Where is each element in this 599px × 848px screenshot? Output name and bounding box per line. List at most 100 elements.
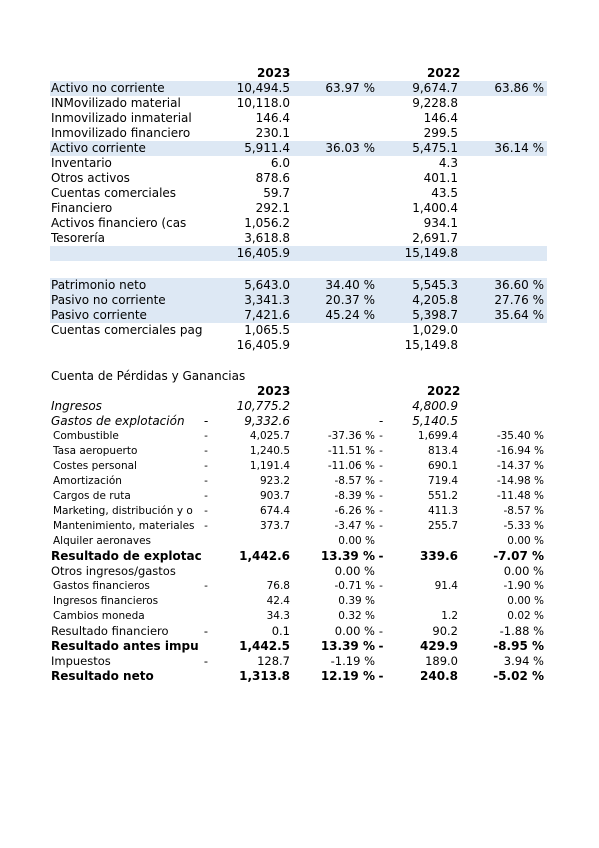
row-label: Cuentas comerciales pag bbox=[51, 323, 203, 337]
percent-2023: -8.57 % bbox=[334, 475, 375, 487]
value-2023: 6.0 bbox=[270, 156, 290, 170]
row-label: Combustible bbox=[53, 430, 119, 442]
percent-2022: -16.94 % bbox=[496, 445, 544, 457]
sign-2022: - bbox=[379, 430, 383, 442]
value-2023: 10,118.0 bbox=[236, 96, 290, 110]
value-2022: 429.9 bbox=[420, 639, 458, 653]
pnl-year-2023: 2023 bbox=[257, 384, 291, 398]
row-label: Activos financiero (cas bbox=[51, 216, 187, 230]
value-2023: 59.7 bbox=[263, 186, 290, 200]
value-2022: 4,800.9 bbox=[412, 399, 458, 413]
value-2022: 5,545.3 bbox=[412, 278, 458, 292]
row-label: Cuentas comerciales bbox=[51, 186, 177, 200]
value-2023: 373.7 bbox=[259, 520, 290, 532]
sign-2023: - bbox=[203, 624, 209, 638]
percent-2022: -5.33 % bbox=[503, 520, 544, 532]
table-row: Impuestos 128.7 -1.19 % 189.0 3.94 % - bbox=[50, 654, 547, 669]
sign-2022: - bbox=[379, 505, 383, 517]
row-label: Activo no corriente bbox=[51, 81, 165, 95]
value-2023: 1,442.6 bbox=[239, 549, 290, 563]
value-2022: 2,691.7 bbox=[412, 231, 458, 245]
percent-2023: 0.00 % bbox=[334, 624, 375, 638]
percent-2023: -6.26 % bbox=[334, 505, 375, 517]
value-2023: 1,313.8 bbox=[239, 669, 290, 683]
percent-2022: 0.00 % bbox=[507, 595, 544, 607]
sign-2022: - bbox=[378, 624, 384, 638]
value-2023: 878.6 bbox=[255, 171, 290, 185]
percent-2023: 34.40 % bbox=[325, 278, 375, 292]
table-row: Ingresos financieros 42.4 0.39 % 0.00 % bbox=[50, 594, 547, 609]
row-label: Inmovilizado financiero bbox=[51, 126, 191, 140]
table-row: Inmovilizado inmaterial 146.4 146.4 bbox=[50, 111, 547, 126]
value-2022: 9,674.7 bbox=[412, 81, 458, 95]
percent-2023: -8.39 % bbox=[334, 490, 375, 502]
value-2022: 339.6 bbox=[420, 549, 458, 563]
value-2023: 10,775.2 bbox=[236, 399, 290, 413]
row-label: Tasa aeropuerto bbox=[53, 445, 138, 457]
table-row: Alquiler aeronaves 0.00 % 0.00 % bbox=[50, 534, 547, 549]
value-2023: 230.1 bbox=[255, 126, 290, 140]
sign-2022: - bbox=[378, 639, 384, 653]
percent-2023: 13.39 % bbox=[320, 549, 375, 563]
percent-2022: -7.07 % bbox=[493, 549, 544, 563]
table-row: Cuentas comerciales 59.7 43.5 bbox=[50, 186, 547, 201]
value-2022: 4,205.8 bbox=[412, 293, 458, 307]
percent-2023: 12.19 % bbox=[320, 669, 375, 683]
sign-2022: - bbox=[378, 549, 384, 563]
table-row: Cuentas comerciales pag 1,065.5 1,029.0 bbox=[50, 323, 547, 338]
balance-year-2022: 2022 bbox=[427, 66, 461, 80]
percent-2022: -1.88 % bbox=[499, 624, 544, 638]
table-row: Patrimonio neto 5,643.0 34.40 % 5,545.3 36.6… bbox=[50, 278, 547, 293]
value-2022: 146.4 bbox=[423, 111, 458, 125]
percent-2023: 20.37 % bbox=[325, 293, 375, 307]
percent-2022: 0.00 % bbox=[503, 564, 544, 578]
value-2022: 9,228.8 bbox=[412, 96, 458, 110]
percent-2023: 13.39 % bbox=[320, 639, 375, 653]
value-2023: 903.7 bbox=[259, 490, 290, 502]
sign-2022: - bbox=[379, 520, 383, 532]
value-2023: 128.7 bbox=[257, 654, 290, 668]
sign-2023: - bbox=[204, 580, 208, 592]
table-row: 16,405.9 15,149.8 bbox=[50, 338, 547, 353]
row-label: Impuestos bbox=[51, 654, 111, 668]
table-row: Tasa aeropuerto 1,240.5 -11.51 % 813.4 -16.9… bbox=[50, 444, 547, 459]
sign-2022: - bbox=[378, 669, 384, 683]
row-label: Otros activos bbox=[51, 171, 130, 185]
row-label: Marketing, distribución y o bbox=[53, 505, 193, 517]
table-row: Pasivo no corriente 3,341.3 20.37 % 4,205.8… bbox=[50, 293, 547, 308]
percent-2022: -8.95 % bbox=[493, 639, 544, 653]
sign-2022: - bbox=[379, 460, 383, 472]
row-label: Gastos financieros bbox=[53, 580, 150, 592]
table-row: Ingresos 10,775.2 4,800.9 bbox=[50, 399, 547, 414]
table-row: Resultado antes impu 1,442.5 13.39 % 429.9 -… bbox=[50, 639, 547, 654]
table-row: 16,405.9 15,149.8 bbox=[50, 246, 547, 261]
sign-2023: - bbox=[203, 414, 209, 428]
row-label: Alquiler aeronaves bbox=[53, 535, 152, 547]
percent-2022: 36.60 % bbox=[494, 278, 544, 292]
value-2022: 15,149.8 bbox=[404, 338, 458, 352]
table-row: Cambios moneda 34.3 0.32 % 1.2 0.02 % bbox=[50, 609, 547, 624]
sign-2023: - bbox=[204, 475, 208, 487]
value-2023: 7,421.6 bbox=[244, 308, 290, 322]
sign-2023: - bbox=[204, 490, 208, 502]
value-2022: 1,699.4 bbox=[417, 430, 458, 442]
sign-2023: - bbox=[204, 520, 208, 532]
value-2022: 189.0 bbox=[425, 654, 458, 668]
percent-2022: 0.02 % bbox=[507, 610, 544, 622]
row-label: Resultado de explotac bbox=[51, 549, 201, 563]
value-2022: 43.5 bbox=[431, 186, 458, 200]
percent-2022: 36.14 % bbox=[494, 141, 544, 155]
value-2022: 5,140.5 bbox=[412, 414, 458, 428]
row-label: Activo corriente bbox=[51, 141, 146, 155]
row-label: Resultado neto bbox=[51, 669, 154, 683]
row-label: Ingresos bbox=[51, 399, 102, 413]
table-row: Mantenimiento, materiales 373.7 -3.47 % 255… bbox=[50, 519, 547, 534]
value-2022: 813.4 bbox=[427, 445, 458, 457]
table-row: Amortización 923.2 -8.57 % 719.4 -14.98 % - - bbox=[50, 474, 547, 489]
percent-2022: -14.37 % bbox=[496, 460, 544, 472]
value-2023: 3,618.8 bbox=[244, 231, 290, 245]
value-2022: 1,400.4 bbox=[412, 201, 458, 215]
percent-2023: -37.36 % bbox=[327, 430, 375, 442]
percent-2022: -1.90 % bbox=[503, 580, 544, 592]
